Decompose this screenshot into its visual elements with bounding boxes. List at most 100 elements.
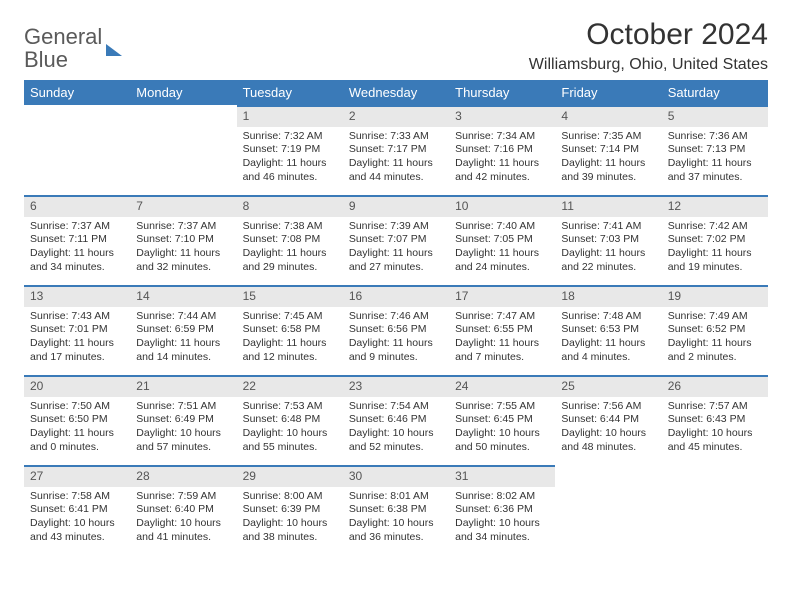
day-number: 25 [555, 375, 661, 397]
sunset-line: Sunset: 7:08 PM [243, 233, 337, 247]
calendar-cell: 30Sunrise: 8:01 AMSunset: 6:38 PMDayligh… [343, 465, 449, 551]
calendar-cell: 12Sunrise: 7:42 AMSunset: 7:02 PMDayligh… [662, 195, 768, 281]
calendar-head: SundayMondayTuesdayWednesdayThursdayFrid… [24, 80, 768, 105]
calendar-cell: 11Sunrise: 7:41 AMSunset: 7:03 PMDayligh… [555, 195, 661, 281]
day-body: Sunrise: 7:48 AMSunset: 6:53 PMDaylight:… [555, 307, 661, 369]
day-body: Sunrise: 7:46 AMSunset: 6:56 PMDaylight:… [343, 307, 449, 369]
day-number: 1 [237, 105, 343, 127]
daylight-line: Daylight: 10 hours and 45 minutes. [668, 427, 762, 454]
daylight-line: Daylight: 11 hours and 37 minutes. [668, 157, 762, 184]
day-body: Sunrise: 7:35 AMSunset: 7:14 PMDaylight:… [555, 127, 661, 189]
calendar-cell: 10Sunrise: 7:40 AMSunset: 7:05 PMDayligh… [449, 195, 555, 281]
day-number: 2 [343, 105, 449, 127]
daylight-line: Daylight: 10 hours and 43 minutes. [30, 517, 124, 544]
calendar-cell: 16Sunrise: 7:46 AMSunset: 6:56 PMDayligh… [343, 285, 449, 371]
month-title: October 2024 [529, 18, 768, 52]
sunset-line: Sunset: 6:53 PM [561, 323, 655, 337]
day-number: 16 [343, 285, 449, 307]
day-body: Sunrise: 7:37 AMSunset: 7:10 PMDaylight:… [130, 217, 236, 279]
sunrise-line: Sunrise: 7:44 AM [136, 310, 230, 324]
calendar-cell [24, 105, 130, 191]
day-number: 6 [24, 195, 130, 217]
sunset-line: Sunset: 7:05 PM [455, 233, 549, 247]
calendar-cell: 17Sunrise: 7:47 AMSunset: 6:55 PMDayligh… [449, 285, 555, 371]
calendar-row: 1Sunrise: 7:32 AMSunset: 7:19 PMDaylight… [24, 105, 768, 191]
day-body: Sunrise: 7:38 AMSunset: 7:08 PMDaylight:… [237, 217, 343, 279]
sunrise-line: Sunrise: 7:45 AM [243, 310, 337, 324]
sunrise-line: Sunrise: 7:46 AM [349, 310, 443, 324]
sunrise-line: Sunrise: 7:39 AM [349, 220, 443, 234]
daylight-line: Daylight: 10 hours and 50 minutes. [455, 427, 549, 454]
day-body: Sunrise: 7:32 AMSunset: 7:19 PMDaylight:… [237, 127, 343, 189]
day-body: Sunrise: 7:41 AMSunset: 7:03 PMDaylight:… [555, 217, 661, 279]
sunrise-line: Sunrise: 7:59 AM [136, 490, 230, 504]
calendar-table: SundayMondayTuesdayWednesdayThursdayFrid… [24, 80, 768, 551]
brand-mark-icon [106, 44, 122, 56]
sunrise-line: Sunrise: 7:56 AM [561, 400, 655, 414]
daylight-line: Daylight: 11 hours and 4 minutes. [561, 337, 655, 364]
day-number: 12 [662, 195, 768, 217]
calendar-cell: 3Sunrise: 7:34 AMSunset: 7:16 PMDaylight… [449, 105, 555, 191]
day-body: Sunrise: 7:56 AMSunset: 6:44 PMDaylight:… [555, 397, 661, 459]
sunset-line: Sunset: 7:17 PM [349, 143, 443, 157]
calendar-cell: 29Sunrise: 8:00 AMSunset: 6:39 PMDayligh… [237, 465, 343, 551]
daylight-line: Daylight: 11 hours and 22 minutes. [561, 247, 655, 274]
sunset-line: Sunset: 6:45 PM [455, 413, 549, 427]
calendar-cell: 27Sunrise: 7:58 AMSunset: 6:41 PMDayligh… [24, 465, 130, 551]
calendar-cell: 7Sunrise: 7:37 AMSunset: 7:10 PMDaylight… [130, 195, 236, 281]
day-body: Sunrise: 7:51 AMSunset: 6:49 PMDaylight:… [130, 397, 236, 459]
calendar-row: 27Sunrise: 7:58 AMSunset: 6:41 PMDayligh… [24, 465, 768, 551]
day-body: Sunrise: 7:45 AMSunset: 6:58 PMDaylight:… [237, 307, 343, 369]
calendar-cell: 21Sunrise: 7:51 AMSunset: 6:49 PMDayligh… [130, 375, 236, 461]
sunrise-line: Sunrise: 8:00 AM [243, 490, 337, 504]
day-body: Sunrise: 7:50 AMSunset: 6:50 PMDaylight:… [24, 397, 130, 459]
daylight-line: Daylight: 11 hours and 19 minutes. [668, 247, 762, 274]
day-body: Sunrise: 7:47 AMSunset: 6:55 PMDaylight:… [449, 307, 555, 369]
sunset-line: Sunset: 6:38 PM [349, 503, 443, 517]
day-body: Sunrise: 7:58 AMSunset: 6:41 PMDaylight:… [24, 487, 130, 549]
sunset-line: Sunset: 6:52 PM [668, 323, 762, 337]
day-body: Sunrise: 7:55 AMSunset: 6:45 PMDaylight:… [449, 397, 555, 459]
sunrise-line: Sunrise: 7:43 AM [30, 310, 124, 324]
day-number: 15 [237, 285, 343, 307]
day-number: 26 [662, 375, 768, 397]
sunset-line: Sunset: 6:58 PM [243, 323, 337, 337]
header: General Blue October 2024 Williamsburg, … [24, 18, 768, 74]
sunrise-line: Sunrise: 7:55 AM [455, 400, 549, 414]
daylight-line: Daylight: 11 hours and 7 minutes. [455, 337, 549, 364]
calendar-cell: 14Sunrise: 7:44 AMSunset: 6:59 PMDayligh… [130, 285, 236, 371]
sunrise-line: Sunrise: 7:47 AM [455, 310, 549, 324]
daylight-line: Daylight: 11 hours and 12 minutes. [243, 337, 337, 364]
day-number: 10 [449, 195, 555, 217]
brand-text: General Blue [24, 26, 102, 72]
daylight-line: Daylight: 11 hours and 44 minutes. [349, 157, 443, 184]
day-number: 4 [555, 105, 661, 127]
daylight-line: Daylight: 10 hours and 36 minutes. [349, 517, 443, 544]
day-number: 24 [449, 375, 555, 397]
daylight-line: Daylight: 10 hours and 38 minutes. [243, 517, 337, 544]
calendar-cell: 6Sunrise: 7:37 AMSunset: 7:11 PMDaylight… [24, 195, 130, 281]
day-header: Friday [555, 80, 661, 105]
day-header: Wednesday [343, 80, 449, 105]
daylight-line: Daylight: 10 hours and 57 minutes. [136, 427, 230, 454]
sunrise-line: Sunrise: 7:42 AM [668, 220, 762, 234]
sunrise-line: Sunrise: 7:51 AM [136, 400, 230, 414]
daylight-line: Daylight: 10 hours and 48 minutes. [561, 427, 655, 454]
calendar-cell: 18Sunrise: 7:48 AMSunset: 6:53 PMDayligh… [555, 285, 661, 371]
sunset-line: Sunset: 6:50 PM [30, 413, 124, 427]
daylight-line: Daylight: 11 hours and 42 minutes. [455, 157, 549, 184]
daylight-line: Daylight: 11 hours and 29 minutes. [243, 247, 337, 274]
sunrise-line: Sunrise: 7:48 AM [561, 310, 655, 324]
day-number: 30 [343, 465, 449, 487]
day-body: Sunrise: 8:01 AMSunset: 6:38 PMDaylight:… [343, 487, 449, 549]
sunrise-line: Sunrise: 7:37 AM [30, 220, 124, 234]
day-body: Sunrise: 7:49 AMSunset: 6:52 PMDaylight:… [662, 307, 768, 369]
sunrise-line: Sunrise: 7:33 AM [349, 130, 443, 144]
daylight-line: Daylight: 10 hours and 55 minutes. [243, 427, 337, 454]
brand-part1: General [24, 24, 102, 49]
day-number: 14 [130, 285, 236, 307]
sunset-line: Sunset: 6:48 PM [243, 413, 337, 427]
sunset-line: Sunset: 6:56 PM [349, 323, 443, 337]
calendar-cell: 22Sunrise: 7:53 AMSunset: 6:48 PMDayligh… [237, 375, 343, 461]
sunrise-line: Sunrise: 7:54 AM [349, 400, 443, 414]
